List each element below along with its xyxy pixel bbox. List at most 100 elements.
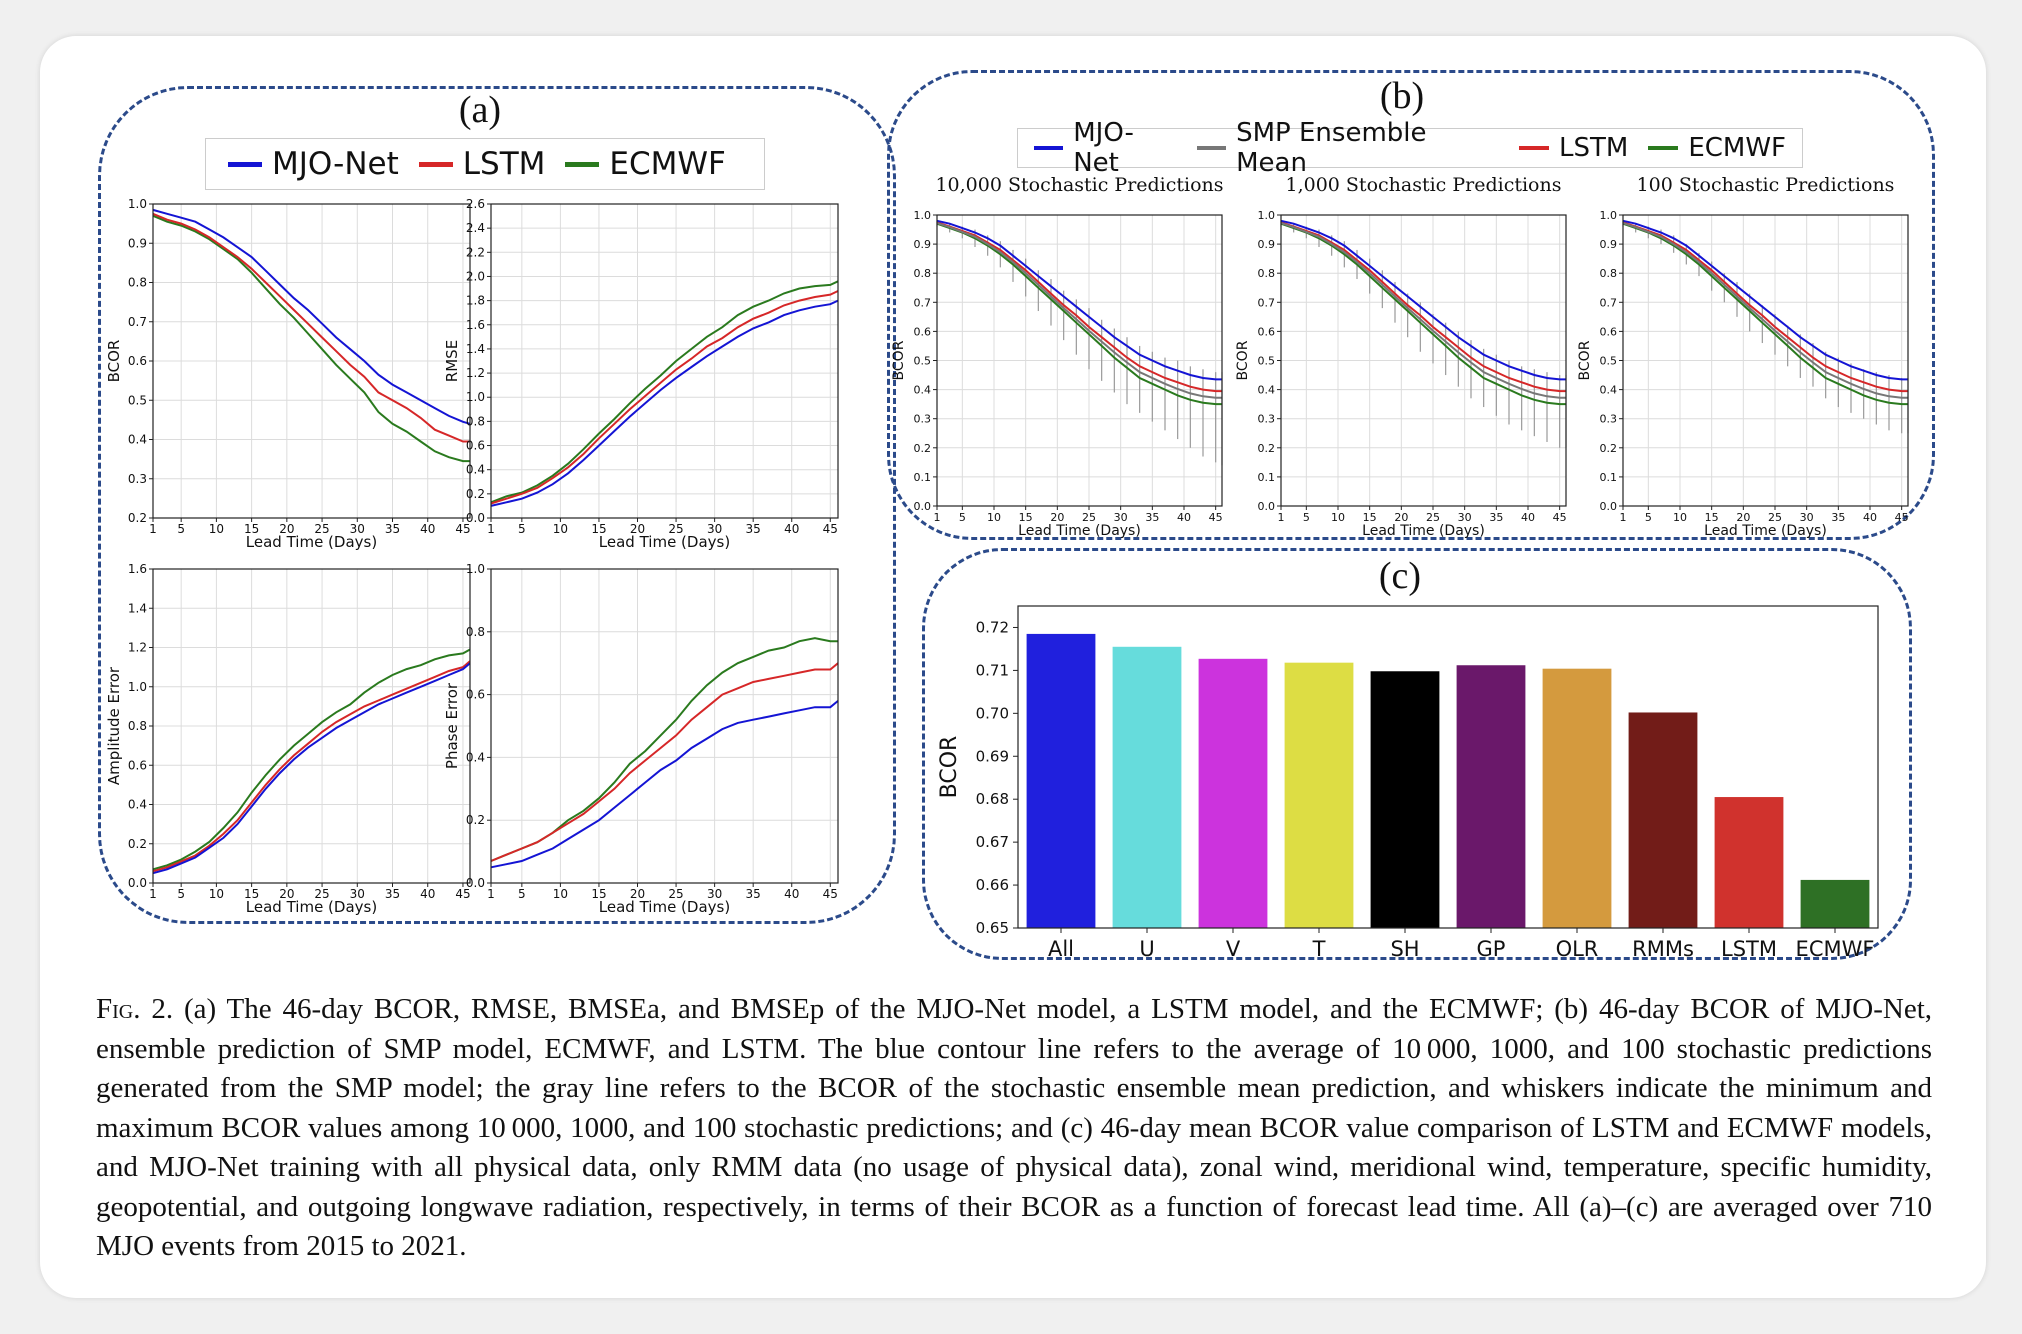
y-tick-label: 1.0 [466,390,485,404]
subplot-title: 1,000 Stochastic Predictions [1285,174,1561,196]
series-line-mjo-net [490,700,839,869]
x-tick-label: 15 [1019,511,1033,524]
chart-b1: 0.00.10.20.30.40.50.60.70.80.91.01 5 10 15 2… [891,174,1224,539]
legend-swatch-smp [1196,146,1227,150]
panel-c-label: (c) [1378,555,1422,597]
x-tick-label: 30 [707,522,722,536]
y-tick-label: 0.8 [466,414,485,428]
bar-all [1026,633,1096,928]
legend-swatch-lstm [1519,146,1549,150]
y-tick-label: 0.7 [1258,296,1276,309]
y-tick-label: 0.4 [466,463,485,477]
y-tick-label: 0.2 [914,442,932,455]
series-line-mjo-net [1622,219,1908,381]
x-tick-label: 45 [455,887,470,901]
x-tick-label: 30 [1458,511,1472,524]
y-tick-label: 0.0 [466,511,485,525]
y-tick-label: 0.8 [128,276,147,290]
x-tick-label: 20 [630,522,645,536]
x-tick-label: 35 [1145,511,1159,524]
legend-item-smp: SMP Ensemble Mean [1196,118,1499,178]
y-tick-label: 2.0 [466,269,485,283]
y-tick-label: 1.0 [466,562,485,576]
y-tick-label: 0.4 [128,798,147,812]
x-tick-label: 40 [420,522,435,536]
figure-caption: Fig. 2. (a) The 46-day BCOR, RMSE, BMSEa… [96,990,1932,1267]
legend-item-mjonet: MJO-Net [1034,118,1177,178]
y-tick-label: 0.6 [914,325,932,338]
series-line-smp-ensemble-mean [936,222,1222,399]
y-tick-label: 0.8 [1258,267,1276,280]
legend-label: LSTM [462,146,546,182]
x-tick-label: 1 [487,522,495,536]
x-tick-label: 35 [746,887,761,901]
plot-frame [1017,605,1879,929]
x-tick-label: 35 [385,887,400,901]
bar-ecmwf [1800,879,1870,928]
panel-c-border [922,548,1912,960]
legend-item-ecmwf: ECMWF [565,146,726,182]
y-tick-label: 0.67 [976,833,1009,851]
legend-label: MJO-Net [272,146,399,182]
panel-b-label: (b) [1379,75,1425,117]
y-tick-label: 0.6 [128,758,147,772]
y-tick-label: 1.0 [1258,209,1276,222]
chart-b2: 0.00.10.20.30.40.50.60.70.80.91.01 5 10 15 2… [1235,174,1567,539]
legend-swatch-mjonet [1034,146,1064,150]
x-axis-label: Lead Time (Days) [1362,523,1485,539]
y-tick-label: 1.8 [466,294,485,308]
y-tick-label: 0.5 [128,393,147,407]
x-tick-label: 40 [784,522,799,536]
x-tick-label: 10 [987,511,1001,524]
y-tick-label: 1.4 [128,601,147,615]
x-tick-label: 35 [1831,511,1845,524]
x-tick-label: 25 [1082,511,1096,524]
x-tick-label: 10 [209,522,224,536]
x-tick-label: 5 [177,887,185,901]
x-tick-label: 40 [1863,511,1877,524]
panel-b-border [887,70,1935,540]
series-line-lstm [936,221,1222,393]
y-tick-label: 1.6 [466,318,485,332]
bar-lstm [1714,797,1784,928]
x-tick-label: 20 [279,522,294,536]
legend-panel-a: MJO-Net LSTM ECMWF [205,138,765,190]
y-tick-label: 1.6 [128,562,147,576]
y-tick-label: 0.3 [128,472,147,486]
y-tick-label: 0.0 [1258,500,1276,513]
x-tick-label: 1 [487,887,495,901]
y-tick-label: 0.1 [1600,471,1618,484]
x-tick-label: 5 [1303,511,1310,524]
y-tick-label: 0.1 [914,471,932,484]
y-tick-label: 0.5 [1258,355,1276,368]
y-tick-label: 1.2 [128,641,147,655]
series-line-lstm [1280,221,1566,393]
x-tick-label: V [1226,937,1241,961]
y-tick-label: 0.7 [1600,296,1618,309]
plot-frame [490,568,839,884]
y-tick-label: 0.72 [976,618,1009,636]
x-tick-label: 30 [350,522,365,536]
y-tick-label: 0.8 [466,625,485,639]
x-tick-label: 10 [209,887,224,901]
x-tick-label: 40 [420,887,435,901]
series-line-ecmwf [152,648,471,871]
y-tick-label: 1.4 [466,342,485,356]
y-tick-label: 0.4 [128,433,147,447]
x-tick-label: 30 [707,887,722,901]
y-tick-label: 0.0 [466,876,485,890]
x-tick-label: 5 [518,887,526,901]
series-line-mjo-net [936,219,1222,381]
legend-label: SMP Ensemble Mean [1236,118,1427,178]
x-tick-label: 25 [314,522,329,536]
x-tick-label: LSTM [1721,937,1777,961]
x-tick-label: 45 [1553,511,1567,524]
x-tick-label: 40 [1521,511,1535,524]
x-tick-label: 25 [1768,511,1782,524]
y-tick-label: 0.0 [1600,500,1618,513]
x-tick-label: 10 [553,887,568,901]
caption-text: (a) The 46-day BCOR, RMSE, BMSEa, and BM… [96,993,1933,1262]
series-line-smp-ensemble-mean [1280,222,1566,399]
x-tick-label: ECMWF [1796,937,1875,961]
x-tick-label: 15 [1363,511,1377,524]
